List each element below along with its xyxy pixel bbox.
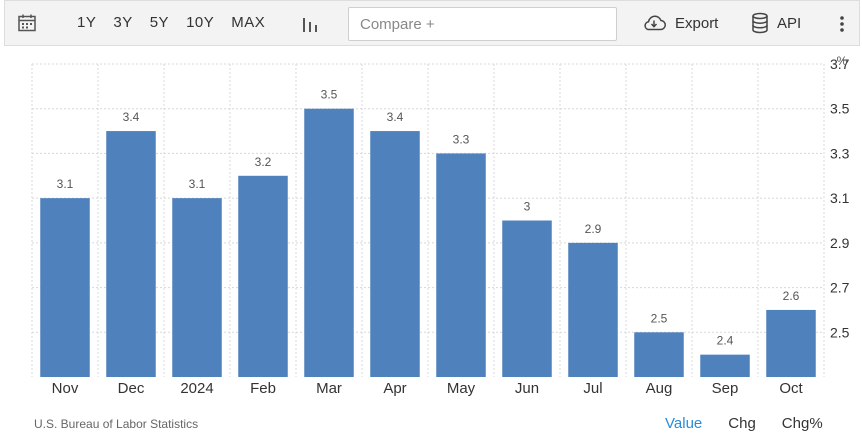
source-label: U.S. Bureau of Labor Statistics [34, 417, 199, 431]
api-button[interactable]: API [751, 12, 801, 34]
tab-chg[interactable]: Chg [728, 415, 756, 432]
grid-lines [31, 63, 825, 377]
range-1y-button[interactable]: 1Y [77, 14, 97, 31]
api-label: API [777, 14, 802, 32]
bar-chart: 3.1 3.4 3.1 3.2 3.5 3.4 3.3 3 2.9 2.5 2.4 2.6 Nov De… [31, 54, 850, 397]
bar-chart-icon[interactable] [301, 14, 319, 34]
bar-value-label: 3 [524, 200, 531, 214]
view-tabs: Value Chg Chg% [665, 415, 849, 432]
bar-value-label: 3.4 [387, 110, 404, 124]
calendar-icon[interactable] [17, 13, 37, 33]
y-tick-label: 2.7 [830, 280, 850, 296]
bar-value-label: 2.5 [651, 311, 668, 325]
y-axis-tick-labels: 2.5 2.7 2.9 3.1 3.3 3.5 3.7 [830, 56, 850, 340]
x-tick-label: Feb [250, 380, 276, 397]
bar-value-label: 3.3 [453, 132, 470, 146]
range-3y-button[interactable]: 3Y [113, 14, 133, 31]
x-tick-label: Nov [52, 380, 79, 397]
export-button[interactable]: Export [641, 13, 718, 33]
bar-value-label: 2.9 [585, 222, 602, 236]
bar[interactable] [304, 108, 354, 377]
bar[interactable] [436, 153, 486, 377]
bar[interactable] [106, 131, 156, 377]
bar-value-label: 3.4 [123, 110, 140, 124]
tab-chg-percent[interactable]: Chg% [781, 415, 823, 432]
y-axis-unit: % [837, 54, 848, 68]
bar-value-label: 2.6 [783, 289, 800, 303]
bar[interactable] [40, 198, 90, 377]
bar[interactable] [766, 309, 816, 377]
cloud-download-icon [644, 15, 666, 31]
export-label: Export [675, 14, 719, 32]
y-tick-label: 3.1 [830, 190, 850, 206]
x-tick-label: Jun [515, 380, 539, 397]
bar-value-label: 3.5 [321, 88, 338, 102]
x-tick-label: Oct [779, 380, 803, 397]
y-tick-label: 2.5 [830, 324, 850, 340]
bar[interactable] [568, 242, 618, 377]
value-labels: 3.1 3.4 3.1 3.2 3.5 3.4 3.3 3 2.9 2.5 2.4 2.6 [57, 88, 800, 348]
bar[interactable] [238, 175, 288, 377]
range-selector: 1Y 3Y 5Y 10Y MAX [77, 14, 282, 31]
bar-value-label: 3.1 [57, 177, 74, 191]
x-tick-label: Mar [316, 380, 342, 397]
x-tick-label: Jul [583, 380, 602, 397]
y-tick-label: 3.5 [830, 101, 850, 117]
x-tick-label: Aug [646, 380, 673, 397]
x-tick-label: Sep [712, 380, 739, 397]
x-tick-label: Apr [383, 380, 406, 397]
database-icon [752, 12, 768, 34]
x-tick-label: 2024 [180, 380, 213, 397]
bar[interactable] [172, 198, 222, 377]
y-tick-label: 2.9 [830, 235, 850, 251]
bar-value-label: 3.2 [255, 155, 272, 169]
range-5y-button[interactable]: 5Y [149, 14, 170, 31]
bar[interactable] [700, 354, 750, 377]
chart-area: 3.1 3.4 3.1 3.2 3.5 3.4 3.3 3 2.9 2.5 2.4 2.6 Nov De… [4, 46, 860, 445]
compare-input[interactable] [348, 7, 617, 41]
x-tick-label: Dec [118, 380, 145, 397]
bar[interactable] [502, 220, 552, 378]
bar[interactable] [634, 332, 684, 377]
x-axis-tick-labels: Nov Dec 2024 Feb Mar Apr May Jun Jul Aug Sep Oct [52, 380, 804, 397]
more-vertical-icon[interactable] [834, 13, 850, 35]
range-max-button[interactable]: MAX [231, 14, 266, 31]
x-tick-label: May [447, 380, 476, 397]
y-tick-label: 3.3 [830, 145, 850, 161]
bar-value-label: 2.4 [717, 334, 734, 348]
bar-value-label: 3.1 [189, 177, 206, 191]
toolbar: 1Y 3Y 5Y 10Y MAX Export API [4, 0, 860, 46]
bar[interactable] [370, 131, 420, 377]
bars [40, 108, 816, 378]
range-10y-button[interactable]: 10Y [186, 14, 215, 31]
tab-value[interactable]: Value [665, 415, 703, 432]
y-tick-label: 3.7 [830, 56, 850, 72]
